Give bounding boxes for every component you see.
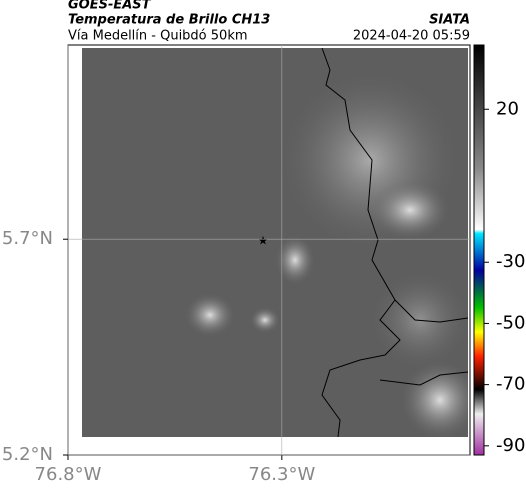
agency: SIATA (429, 13, 470, 28)
colorbar-label: -30 (496, 251, 525, 272)
x-tick-label: 76.3°W (248, 464, 315, 485)
satellite: GOES-EAST (68, 0, 152, 13)
product: Temperatura de Brillo CH13 (68, 13, 270, 28)
y-tick-label: 5.2°N (2, 444, 53, 465)
route: Vía Medellín - Quibdó 50km (68, 29, 248, 44)
city-marker: ★ (258, 234, 269, 248)
colorbar (473, 44, 485, 456)
boundary (394, 299, 469, 323)
x-tick-label: 76.8°W (35, 464, 102, 485)
boundary (321, 47, 401, 438)
colorbar-label: -90 (496, 435, 525, 456)
boundary (379, 371, 469, 386)
colorbar-label: -70 (496, 374, 525, 395)
timestamp: 2024-04-20 05:59 (353, 29, 470, 44)
imagery (82, 48, 468, 437)
colorbar-label: 20 (496, 98, 519, 119)
colorbar-label: -50 (496, 312, 525, 333)
y-tick-label: 5.7°N (2, 228, 53, 249)
